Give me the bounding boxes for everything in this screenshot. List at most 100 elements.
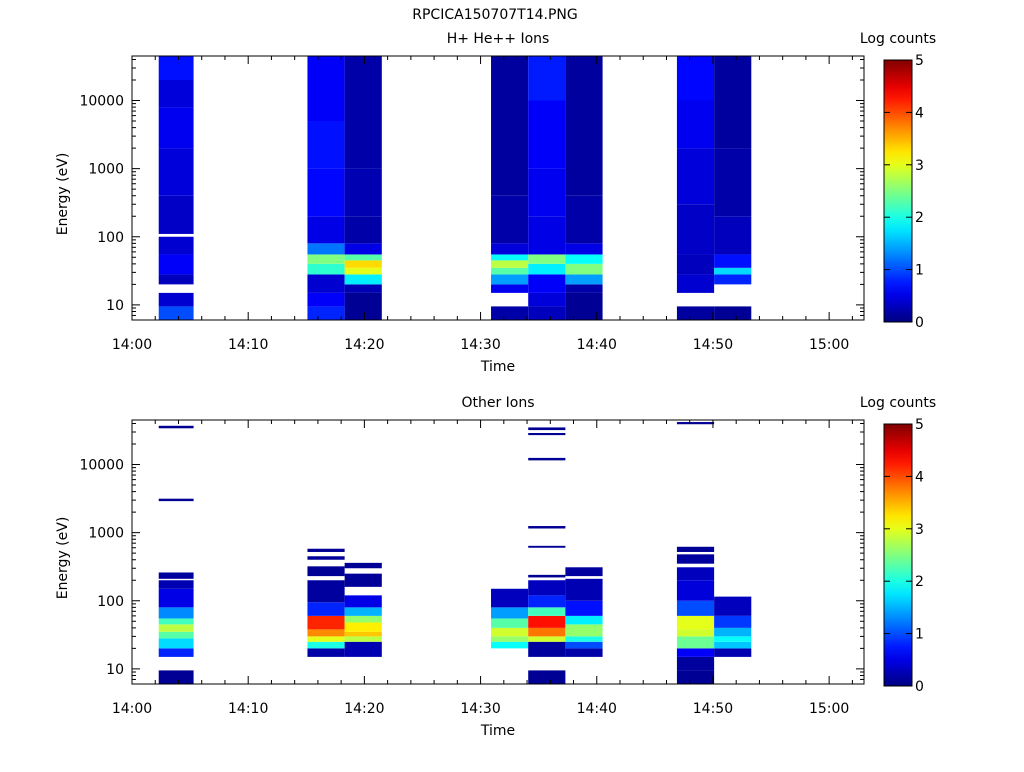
heatmap-cell [491, 618, 529, 628]
heatmap-cell [307, 56, 345, 122]
heatmap-cell [491, 306, 529, 320]
y-tick-label: 10 [106, 298, 124, 314]
heatmap-cell [565, 636, 603, 642]
colorbar [883, 423, 913, 687]
heatmap-cell [528, 636, 566, 642]
heatmap-cell [676, 100, 715, 149]
heatmap-cell [491, 254, 529, 261]
x-tick-label: 14:30 [460, 337, 500, 353]
x-tick-label: 14:40 [577, 701, 617, 717]
heatmap-cell [491, 641, 529, 649]
heatmap-cell [676, 648, 715, 657]
heatmap-cell [491, 636, 529, 642]
heatmap-cell [676, 600, 715, 616]
heatmap-cell [565, 624, 603, 637]
heatmap-cell [714, 56, 752, 149]
y-tick-label: 100 [97, 230, 124, 246]
heatmap-cell [714, 216, 752, 255]
heatmap-cell [676, 148, 715, 205]
heatmap-cell [344, 216, 382, 244]
colorbar-tick-label: 3 [915, 158, 924, 174]
heatmap-cell [676, 56, 715, 101]
colorbar-tick-label: 5 [915, 417, 924, 433]
heatmap-cell [158, 236, 194, 255]
heatmap-cell [344, 243, 382, 255]
heatmap-cell [676, 306, 715, 320]
heatmap-cell [714, 254, 752, 268]
heatmap-cell [158, 631, 194, 639]
heatmap-cell [344, 562, 382, 569]
x-tick-label: 14:10 [228, 337, 268, 353]
heatmap-cell [565, 263, 603, 275]
x-tick-label: 15:00 [809, 701, 849, 717]
heatmap-cell [307, 615, 345, 630]
x-tick-label: 14:00 [112, 701, 152, 717]
figure-title: RPCICA150707T14.PNG [412, 7, 577, 23]
heatmap-cell [528, 168, 566, 217]
heatmap-cell [344, 573, 382, 587]
heatmap-cell [528, 641, 566, 657]
heatmap-cell [714, 641, 752, 649]
heatmap-cell [714, 306, 752, 320]
y-axis-label: Energy (eV) [55, 517, 71, 600]
heatmap-cell [158, 107, 194, 149]
heatmap-cell [528, 216, 566, 255]
heatmap-cell [565, 641, 603, 649]
heatmap-cell [491, 284, 529, 293]
heatmap-cell [565, 615, 603, 625]
x-tick-label: 14:20 [344, 337, 384, 353]
heatmap-cell [344, 260, 382, 268]
heatmap-cell [714, 596, 752, 616]
heatmap-cell [565, 600, 603, 616]
heatmap-cell [158, 306, 194, 320]
y-tick-label: 10000 [79, 94, 124, 110]
heatmap-cell [528, 545, 566, 548]
heatmap-cell [158, 648, 194, 657]
colorbar-tick-label: 1 [915, 263, 924, 279]
colorbar-tick-label: 4 [915, 469, 924, 485]
x-tick-label: 14:10 [228, 701, 268, 717]
panel-title: Other Ions [461, 395, 534, 411]
colorbar [883, 59, 913, 323]
heatmap-cell [565, 274, 603, 285]
heatmap-cell [307, 641, 345, 649]
heatmap-cell [676, 636, 715, 649]
heatmap-cell [528, 263, 566, 275]
heatmap-cell [344, 641, 382, 657]
heatmap-cell [528, 526, 566, 529]
heatmap-cell [491, 260, 529, 268]
colorbar-label: Log counts [860, 395, 936, 411]
colorbar-tick-label: 3 [915, 522, 924, 538]
colorbar-label: Log counts [860, 31, 936, 47]
x-tick-label: 14:20 [344, 701, 384, 717]
heatmap-cell [528, 457, 566, 461]
heatmap-cell [344, 615, 382, 623]
x-tick-label: 14:00 [112, 337, 152, 353]
heatmap-cell [307, 216, 345, 244]
heatmap-cell [307, 580, 345, 603]
heatmap-cell [158, 572, 194, 579]
y-tick-label: 10 [106, 662, 124, 678]
heatmap-cell [344, 284, 382, 293]
colorbar-tick-label: 2 [915, 574, 924, 590]
plot-frame [131, 419, 865, 685]
heatmap-cell [307, 556, 345, 560]
heatmap-cell [158, 498, 194, 502]
heatmap-cell [344, 292, 382, 320]
heatmap-cell [714, 648, 752, 657]
heatmap-cell [528, 615, 566, 628]
heatmap-cell [676, 567, 715, 581]
x-tick-label: 14:50 [693, 701, 733, 717]
heatmap-cell [307, 648, 345, 657]
heatmap-cell [714, 148, 752, 217]
heatmap-cell [528, 607, 566, 616]
heatmap-cell [676, 656, 715, 671]
heatmap-cell [565, 254, 603, 264]
heatmap-cell [491, 195, 529, 244]
heatmap-cell [158, 638, 194, 649]
heatmap-cell [158, 254, 194, 275]
heatmap-cell [307, 274, 345, 293]
y-axis-label: Energy (eV) [55, 153, 71, 236]
heatmap-cell [528, 670, 566, 684]
heatmap-cell [307, 254, 345, 264]
